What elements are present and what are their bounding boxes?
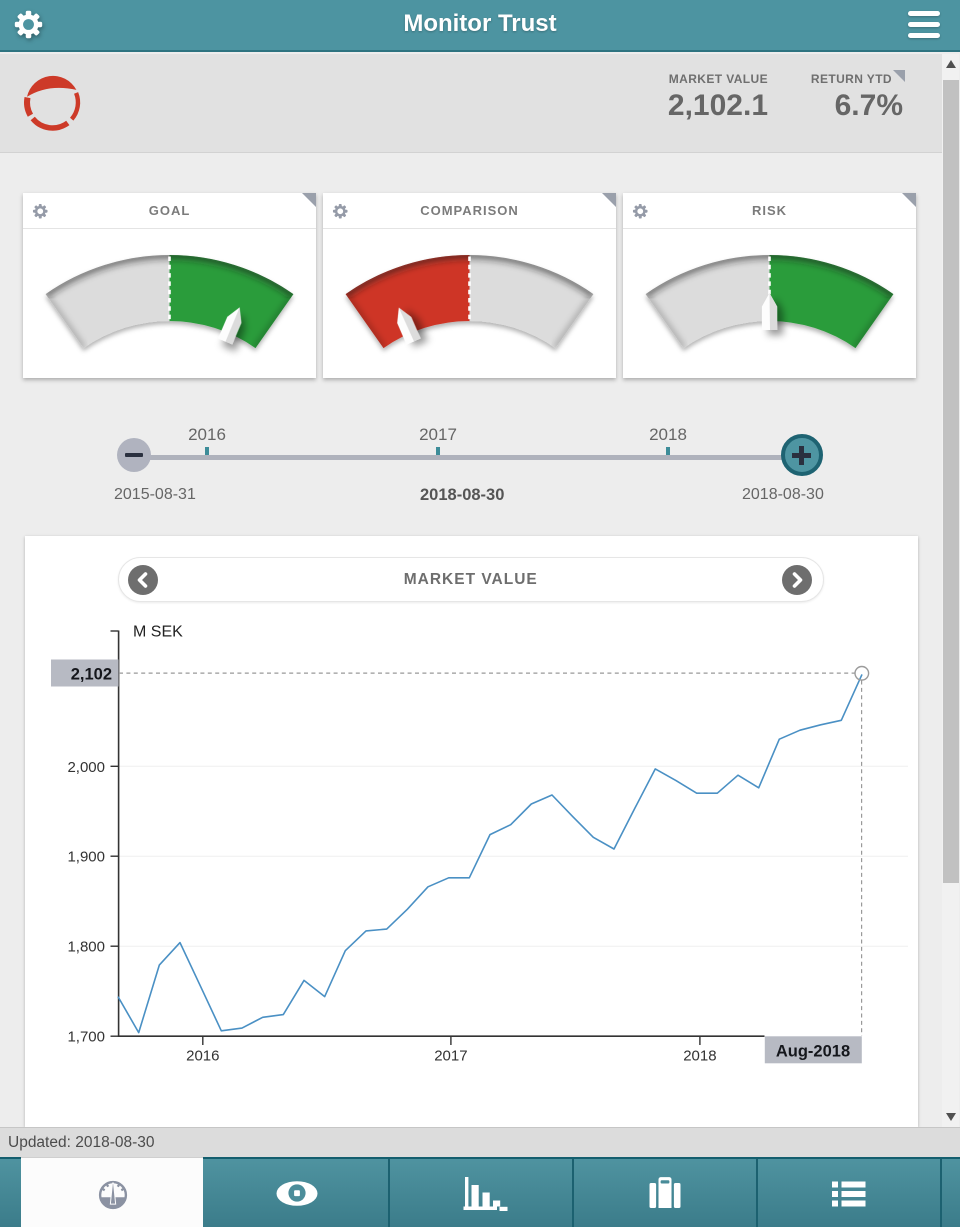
svg-text:2016: 2016 xyxy=(186,1047,219,1064)
svg-text:M SEK: M SEK xyxy=(133,623,183,640)
svg-text:2018: 2018 xyxy=(683,1047,716,1064)
svg-text:2017: 2017 xyxy=(434,1047,467,1064)
svg-text:2,102: 2,102 xyxy=(71,665,112,683)
svg-text:1,900: 1,900 xyxy=(67,848,105,865)
svg-text:1,800: 1,800 xyxy=(67,938,105,955)
svg-text:Aug-2018: Aug-2018 xyxy=(776,1042,850,1060)
svg-text:1,700: 1,700 xyxy=(67,1028,105,1045)
svg-text:2,000: 2,000 xyxy=(67,758,105,775)
